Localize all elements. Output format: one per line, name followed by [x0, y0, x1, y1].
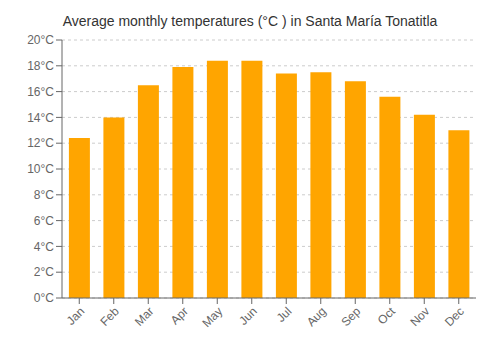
- svg-text:Feb: Feb: [97, 304, 122, 329]
- svg-text:Sep: Sep: [338, 304, 363, 329]
- svg-text:6°C: 6°C: [34, 214, 54, 228]
- svg-text:20°C: 20°C: [27, 34, 54, 47]
- svg-text:8°C: 8°C: [34, 188, 54, 202]
- svg-text:0°C: 0°C: [34, 291, 54, 305]
- svg-text:12°C: 12°C: [27, 136, 54, 150]
- svg-text:Oct: Oct: [375, 304, 399, 328]
- svg-text:Aug: Aug: [304, 304, 329, 329]
- html-text:Average monthly temperatures (: Average monthly temperatures (°C ) in Sa…: [62, 13, 438, 29]
- svg-text:2°C: 2°C: [34, 265, 54, 279]
- svg-text:Nov: Nov: [407, 304, 432, 329]
- svg-text:16°C: 16°C: [27, 85, 54, 99]
- svg-text:18°C: 18°C: [27, 59, 54, 73]
- svg-text:Jan: Jan: [64, 304, 88, 328]
- svg-text:Dec: Dec: [442, 304, 467, 329]
- svg-text:Apr: Apr: [168, 304, 191, 327]
- svg-text:May: May: [199, 304, 225, 330]
- svg-text:Jun: Jun: [236, 304, 260, 328]
- svg-text:14°C: 14°C: [27, 111, 54, 125]
- svg-text:Mar: Mar: [132, 304, 157, 329]
- svg-text:4°C: 4°C: [34, 240, 54, 254]
- svg-text:10°C: 10°C: [27, 162, 54, 176]
- svg-text:Jul: Jul: [274, 304, 295, 325]
